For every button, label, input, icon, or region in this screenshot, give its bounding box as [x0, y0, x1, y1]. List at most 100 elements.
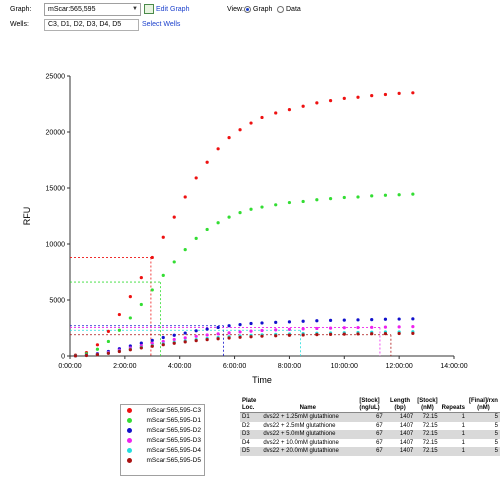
data-point: [397, 325, 401, 329]
data-point: [150, 255, 154, 260]
table-cell: 1: [439, 412, 467, 422]
data-point: [128, 295, 132, 299]
y-axis-label: RFU: [22, 207, 32, 226]
legend-label: mScar:565,595-D3: [146, 436, 201, 444]
x-axis-label: Time: [252, 375, 272, 385]
data-point: [194, 176, 198, 180]
table-cell: 1407: [384, 412, 416, 422]
chart-legend: mScar:565,595-C3 mScar:565,595-D1 mScar:56…: [120, 404, 205, 476]
data-point: [150, 338, 154, 342]
data-point: [106, 351, 110, 355]
view-data-radio[interactable]: [277, 6, 284, 13]
data-point: [342, 326, 346, 330]
legend-entry: mScar:565,595-D5: [121, 455, 204, 465]
data-point: [216, 332, 220, 336]
table-row: D2 dvs22 + 2.5mM glutathione 67 1407 72.15 1 5: [240, 422, 500, 431]
legend-marker: [127, 407, 132, 413]
data-point: [249, 121, 253, 125]
table-cell: 1407: [384, 447, 416, 456]
data-point: [383, 193, 388, 197]
col-header-length: Length (bp): [384, 398, 416, 413]
data-point: [411, 325, 415, 329]
table-cell: 1: [439, 430, 467, 439]
table-cell: dvs22 + 1.25mM glutathione: [261, 412, 355, 422]
data-point: [328, 318, 333, 322]
data-point: [161, 343, 165, 347]
data-point: [301, 199, 305, 204]
data-point: [205, 227, 209, 232]
data-point: [260, 115, 264, 120]
data-point: [194, 236, 198, 240]
legend-entry: mScar:565,595-C3: [121, 405, 204, 415]
graph-select[interactable]: mScar:565,595 ▼: [44, 3, 141, 16]
data-point: [370, 194, 374, 198]
data-point: [238, 323, 242, 327]
data-point: [95, 347, 100, 351]
x-tick-label: 14:00:00: [440, 363, 467, 370]
y-tick-label: 25000: [46, 74, 66, 81]
x-tick-label: 8:00:00: [278, 363, 301, 370]
legend-label: mScar:565,595-D5: [146, 456, 201, 464]
data-point: [205, 333, 209, 337]
table-cell: 72.15: [415, 412, 440, 422]
table-cell: 5: [494, 439, 498, 446]
data-point: [370, 325, 374, 329]
data-point: [287, 333, 292, 337]
data-point: [238, 211, 242, 215]
view-data-label[interactable]: Data: [286, 6, 301, 13]
data-point: [328, 332, 333, 336]
data-point: [238, 330, 242, 334]
data-point: [260, 205, 264, 209]
data-point: [356, 332, 360, 336]
data-point: [249, 207, 253, 211]
data-point: [161, 235, 165, 239]
edit-graph-icon[interactable]: [144, 4, 154, 14]
data-point: [84, 353, 89, 358]
data-point: [287, 320, 292, 324]
data-point: [260, 334, 264, 338]
x-tick-label: 4:00:00: [168, 363, 191, 370]
chevron-down-icon: ▼: [132, 6, 138, 12]
wells-field[interactable]: C3, D1, D2, D3, D4, D5: [44, 19, 139, 31]
data-point: [194, 329, 198, 333]
view-graph-radio[interactable]: [244, 6, 251, 13]
x-tick-label: 6:00:00: [223, 363, 246, 370]
table-cell: 1: [461, 439, 465, 446]
data-point: [216, 221, 220, 225]
data-point: [117, 312, 121, 317]
table-cell: D1: [240, 412, 262, 422]
data-point: [411, 91, 415, 95]
table-cell: 1407: [399, 422, 414, 429]
table-cell: 72.15: [422, 439, 438, 446]
data-point: [356, 318, 360, 322]
data-point: [139, 341, 143, 345]
data-point: [216, 337, 220, 341]
data-point: [183, 340, 187, 344]
col-header-name: Name: [261, 398, 355, 413]
data-point: [172, 215, 176, 219]
table-cell: 72.15: [415, 447, 440, 456]
data-point: [183, 331, 187, 335]
data-point: [249, 335, 253, 339]
legend-label: mScar:565,595-D1: [146, 416, 201, 424]
x-tick-label: 0:00:00: [58, 363, 81, 370]
data-point: [172, 341, 176, 345]
data-point: [315, 198, 319, 202]
data-point: [342, 332, 346, 336]
select-wells-link[interactable]: Select Wells: [142, 21, 181, 28]
data-point: [301, 104, 305, 108]
edit-graph-link[interactable]: Edit Graph: [156, 6, 190, 13]
data-point: [205, 160, 209, 164]
legend-marker: [127, 447, 132, 453]
data-point: [383, 92, 388, 97]
table-row: D3 dvs22 + 5.0mM glutathione 67 1407 72.15 1 5: [240, 430, 500, 439]
data-point: [106, 339, 110, 344]
table-cell: 67: [376, 439, 383, 446]
data-point: [249, 329, 253, 333]
table-cell: dvs22 + 10.0mM glutathione: [263, 439, 339, 446]
col-header-plate-loc: Plate Loc.: [240, 398, 262, 413]
data-point: [315, 319, 319, 323]
data-point: [227, 136, 231, 140]
table-cell: D2: [242, 422, 250, 429]
view-graph-label[interactable]: Graph: [253, 6, 273, 13]
